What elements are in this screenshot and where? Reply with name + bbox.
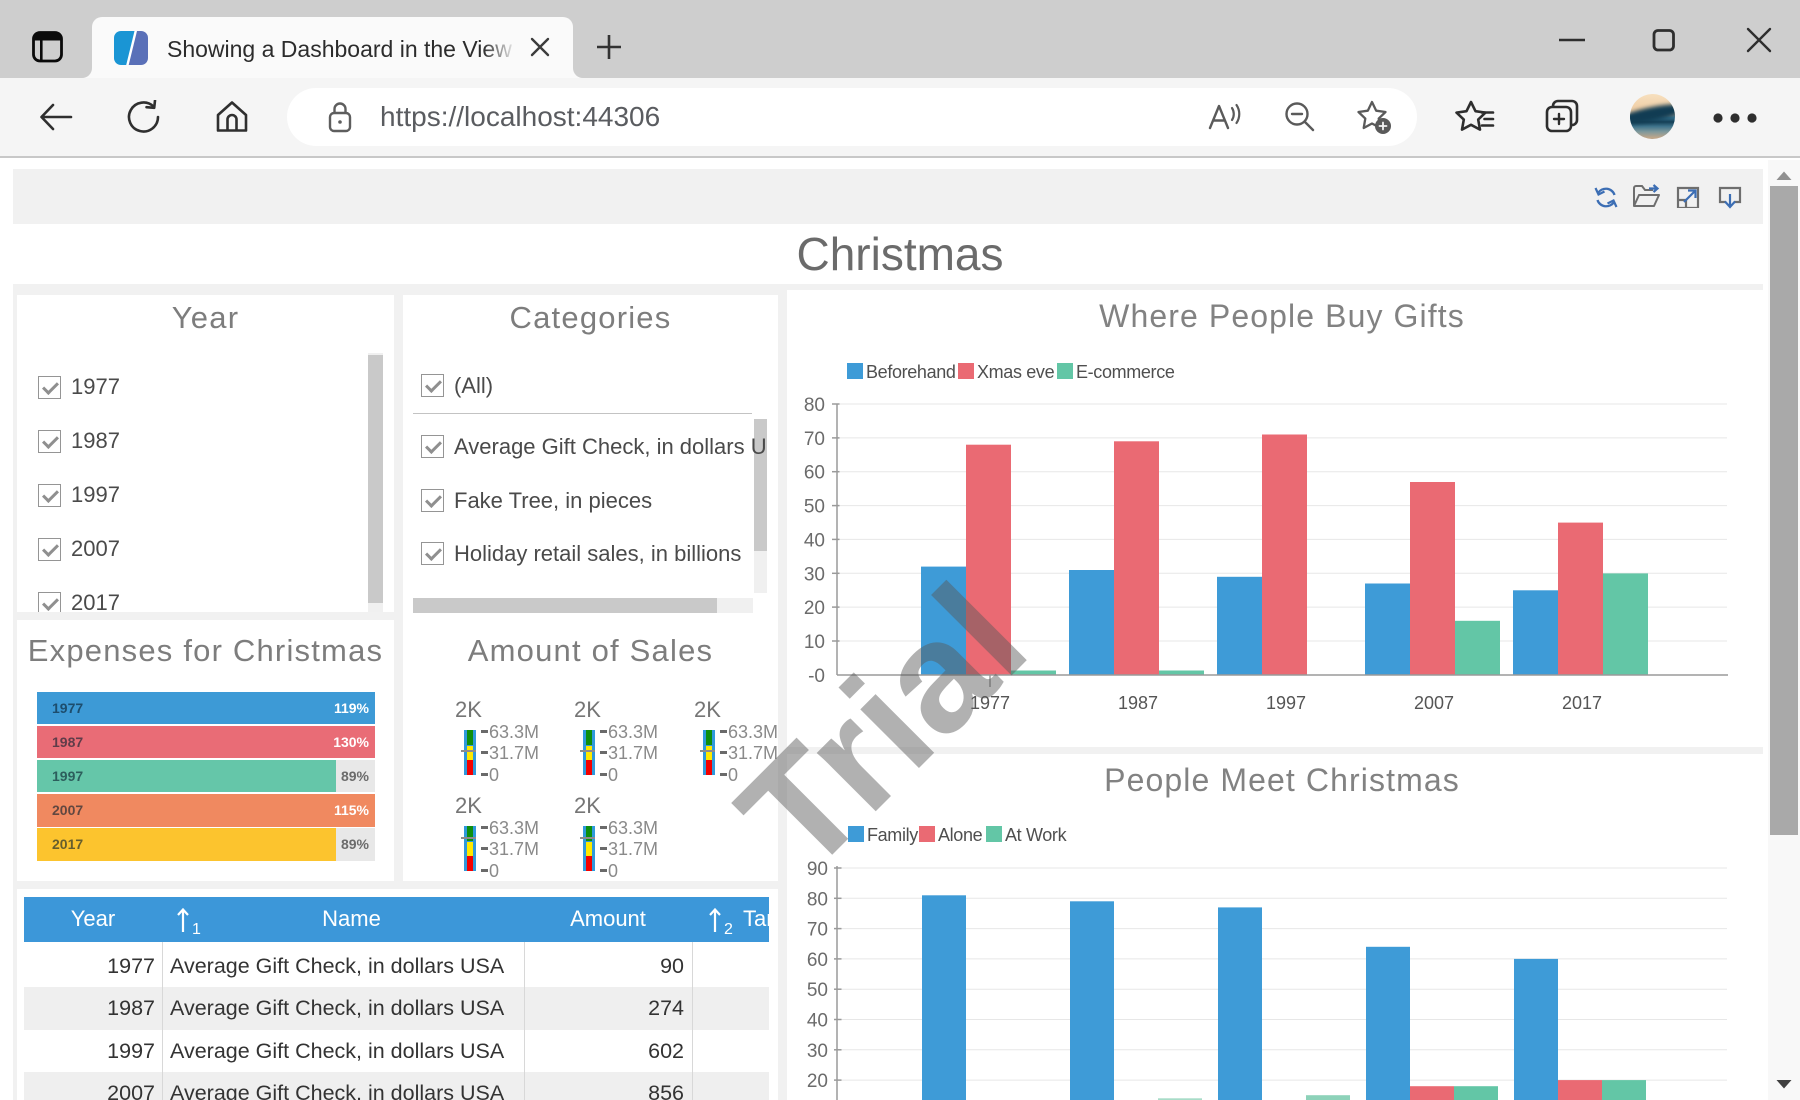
svg-text:1987: 1987 bbox=[1118, 693, 1158, 713]
svg-text:90: 90 bbox=[807, 859, 828, 880]
svg-text:-0: -0 bbox=[808, 666, 825, 687]
svg-text:30: 30 bbox=[804, 564, 825, 585]
svg-text:At Work: At Work bbox=[1005, 825, 1068, 845]
svg-text:Beforehand: Beforehand bbox=[866, 362, 956, 382]
svg-text:1: 1 bbox=[192, 921, 201, 936]
svg-text:30: 30 bbox=[807, 1041, 828, 1062]
svg-text:2: 2 bbox=[724, 921, 733, 936]
svg-text:60: 60 bbox=[807, 950, 828, 971]
svg-text:1997: 1997 bbox=[1266, 693, 1306, 713]
svg-text:60: 60 bbox=[804, 463, 825, 484]
svg-text:2017: 2017 bbox=[1562, 693, 1602, 713]
svg-text:50: 50 bbox=[804, 497, 825, 518]
svg-text:50: 50 bbox=[807, 980, 828, 1001]
svg-text:Alone: Alone bbox=[938, 825, 983, 845]
svg-text:10: 10 bbox=[804, 632, 825, 653]
svg-text:E-commerce: E-commerce bbox=[1076, 362, 1175, 382]
svg-text:80: 80 bbox=[804, 395, 825, 416]
svg-text:40: 40 bbox=[804, 530, 825, 551]
svg-text:80: 80 bbox=[807, 889, 828, 910]
svg-text:1977: 1977 bbox=[970, 693, 1010, 713]
svg-text:2007: 2007 bbox=[1414, 693, 1454, 713]
svg-text:40: 40 bbox=[807, 1011, 828, 1032]
svg-text:20: 20 bbox=[807, 1071, 828, 1092]
svg-text:Xmas eve: Xmas eve bbox=[977, 362, 1055, 382]
svg-text:Family: Family bbox=[867, 825, 918, 845]
svg-text:20: 20 bbox=[804, 598, 825, 619]
svg-text:70: 70 bbox=[807, 920, 828, 941]
svg-text:70: 70 bbox=[804, 429, 825, 450]
